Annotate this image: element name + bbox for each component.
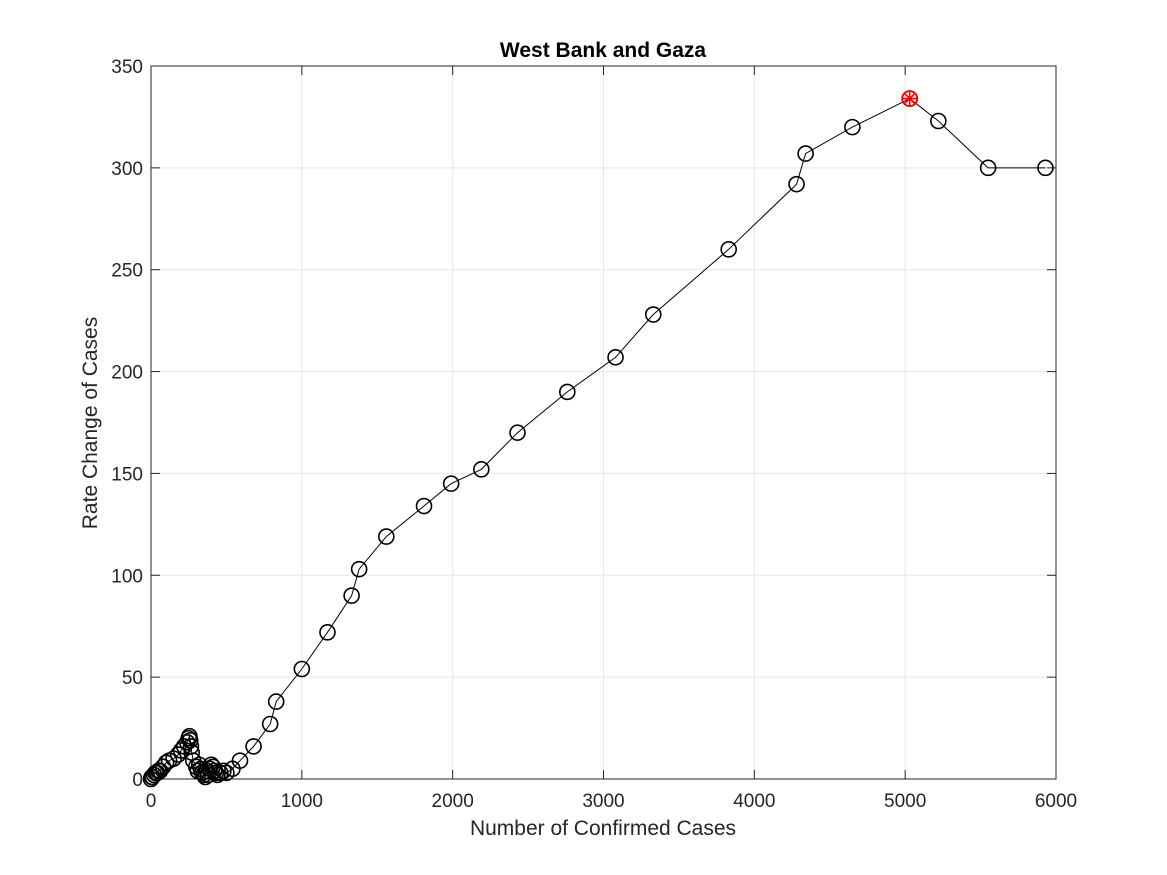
data-point [644, 306, 662, 323]
data-point [207, 764, 225, 782]
y-tick-label: 300 [111, 159, 143, 180]
data-point [231, 752, 249, 769]
data-point [1037, 159, 1054, 177]
data-point [788, 175, 805, 193]
y-tick-label: 0 [132, 770, 143, 791]
highlight-layer [901, 90, 919, 107]
data-point [442, 475, 460, 492]
y-tick-label: 350 [111, 57, 143, 78]
x-axis-label: Number of Confirmed Cases [470, 817, 736, 840]
x-tick-label: 0 [146, 791, 157, 812]
data-point [245, 738, 262, 755]
peak-marker [901, 90, 919, 107]
data-point [720, 241, 737, 258]
y-tick-label: 200 [111, 363, 143, 384]
data-point [473, 461, 490, 478]
data-point [930, 112, 947, 130]
x-tick-label: 1000 [281, 791, 323, 812]
chart-title: West Bank and Gaza [500, 39, 706, 62]
data-point [377, 528, 395, 545]
data-point [607, 349, 624, 366]
data-point [844, 118, 861, 136]
x-tick-label: 4000 [733, 791, 775, 812]
data-point [215, 762, 232, 780]
y-tick-label: 100 [111, 566, 143, 587]
peak-asterisk-d2 [903, 92, 916, 105]
data-point [181, 731, 199, 749]
data-point [797, 145, 814, 162]
data-point [415, 497, 433, 515]
x-tick-label: 5000 [884, 791, 926, 812]
ticks: 0 1000 2000 3000 4000 5000 6000 0 50 100 150 200 250… [111, 57, 1077, 812]
y-tick-label: 150 [111, 464, 143, 485]
data-point [293, 660, 311, 678]
data-point [343, 587, 360, 604]
data-point [509, 424, 526, 441]
x-tick-label: 2000 [432, 791, 474, 812]
data-point [261, 715, 279, 733]
data-point [267, 693, 285, 710]
data-point [558, 383, 576, 401]
data-point [212, 764, 229, 782]
data-point [979, 159, 997, 177]
y-tick-label: 250 [111, 261, 143, 282]
y-axis-label: Rate Change of Cases [79, 317, 102, 529]
data-point [154, 758, 172, 776]
data-series [142, 90, 1054, 788]
y-tick-label: 50 [122, 668, 143, 689]
data-point [319, 624, 336, 641]
x-tick-label: 3000 [582, 791, 624, 812]
x-tick-label: 6000 [1035, 791, 1077, 812]
data-point [148, 764, 166, 782]
data-point [350, 560, 368, 578]
